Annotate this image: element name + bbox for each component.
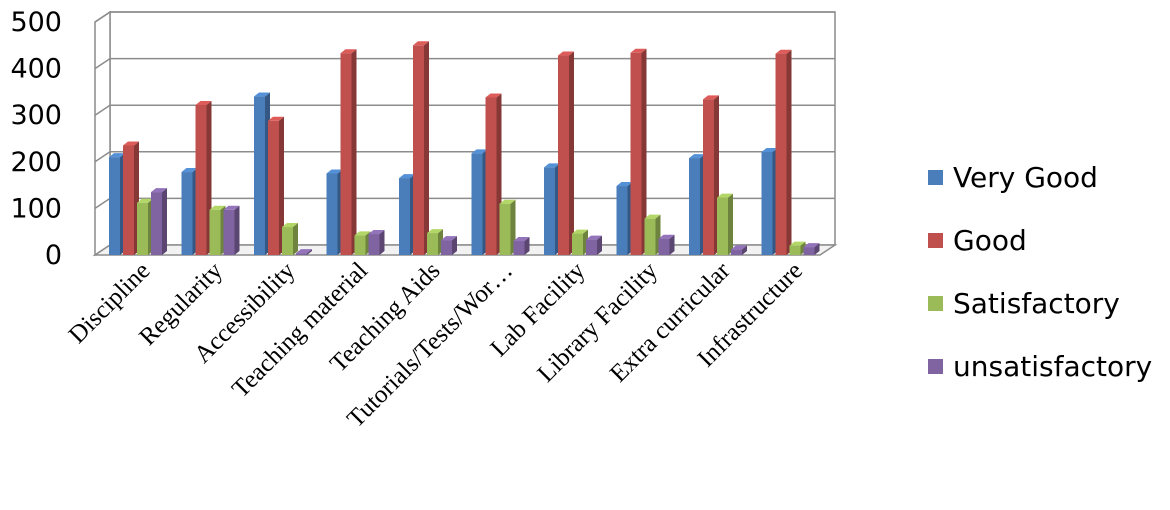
bar-good-teaching-material [340, 49, 357, 255]
bar-good-tutorials-tests-wor [485, 93, 502, 255]
bar-unsatisfactory-accessibility [296, 249, 312, 255]
legend: Very Good Good Satisfactory unsatisfacto… [928, 146, 1152, 398]
bar-unsatisfactory-infrastructure [803, 243, 820, 255]
bar-unsatisfactory-lab-facility [586, 235, 602, 255]
legend-swatch-very-good [928, 170, 943, 185]
side-wall [94, 10, 111, 257]
bar-unsatisfactory-regularity [223, 205, 240, 255]
y-tick-label: 100 [10, 193, 62, 224]
bar-good-infrastructure [775, 49, 792, 255]
bar-unsatisfactory-teaching-aids [441, 236, 457, 255]
bar-good-accessibility [268, 116, 284, 256]
bar-unsatisfactory-extra-curricular [731, 245, 747, 255]
bar-very-good-accessibility [254, 92, 270, 255]
bar-good-library-facility [630, 48, 647, 256]
legend-swatch-good [928, 233, 943, 248]
bar-satisfactory-accessibility [282, 223, 298, 255]
bar-very-good-infrastructure [761, 148, 778, 255]
x-tick-label: Teaching material [227, 257, 373, 403]
bar-good-discipline [123, 141, 139, 255]
bar-very-good-teaching-aids [399, 174, 415, 255]
legend-swatch-unsatisfactory [928, 359, 943, 374]
gridline [94, 57, 835, 70]
bar-unsatisfactory-teaching-material [368, 230, 385, 255]
bar-good-regularity [195, 100, 212, 255]
legend-label-very-good: Very Good [953, 161, 1098, 194]
bar-unsatisfactory-tutorials-tests-wor [513, 237, 530, 255]
gridline [94, 151, 835, 163]
legend-label-good: Good [953, 224, 1027, 257]
gridline [94, 104, 835, 116]
bar-unsatisfactory-discipline [151, 188, 167, 255]
bar-satisfactory-tutorials-tests-wor [499, 199, 516, 255]
bar-satisfactory-extra-curricular [717, 193, 733, 255]
bar-good-lab-facility [558, 51, 574, 255]
y-tick-label: 200 [10, 147, 62, 178]
bar-very-good-regularity [181, 168, 198, 255]
bar-very-good-extra-curricular [689, 154, 705, 255]
legend-label-unsatisfactory: unsatisfactory [953, 350, 1153, 383]
bar-satisfactory-regularity [209, 205, 226, 255]
y-tick-label: 0 [45, 240, 62, 271]
y-axis-ticks: 0 100 200 300 400 500 [10, 7, 62, 271]
legend-item-unsatisfactory: unsatisfactory [928, 335, 1152, 398]
bar-satisfactory-discipline [137, 198, 153, 255]
legend-swatch-satisfactory [928, 296, 943, 311]
bar-satisfactory-teaching-aids [427, 229, 443, 255]
bar-very-good-discipline [109, 153, 125, 255]
legend-label-satisfactory: Satisfactory [953, 287, 1120, 320]
legend-item-satisfactory: Satisfactory [928, 272, 1152, 335]
bars [109, 41, 820, 256]
bar-satisfactory-lab-facility [572, 229, 588, 255]
bar-very-good-library-facility [616, 182, 633, 255]
bar-unsatisfactory-library-facility [658, 234, 675, 255]
y-tick-label: 300 [10, 100, 62, 131]
bar-very-good-teaching-material [326, 169, 343, 255]
legend-item-good: Good [928, 209, 1152, 272]
legend-item-very-good: Very Good [928, 146, 1152, 209]
bar-good-extra-curricular [703, 95, 719, 255]
x-axis-ticks: DisciplineRegularityAccessibilityTeachin… [64, 257, 808, 433]
gridline [94, 11, 835, 23]
y-tick-label: 400 [10, 54, 62, 85]
bar-satisfactory-teaching-material [354, 231, 371, 255]
bar-satisfactory-library-facility [644, 214, 661, 255]
bar-very-good-tutorials-tests-wor [471, 149, 488, 255]
bar-very-good-lab-facility [544, 163, 560, 255]
y-tick-label: 500 [10, 7, 62, 38]
bar-good-teaching-aids [413, 41, 429, 255]
